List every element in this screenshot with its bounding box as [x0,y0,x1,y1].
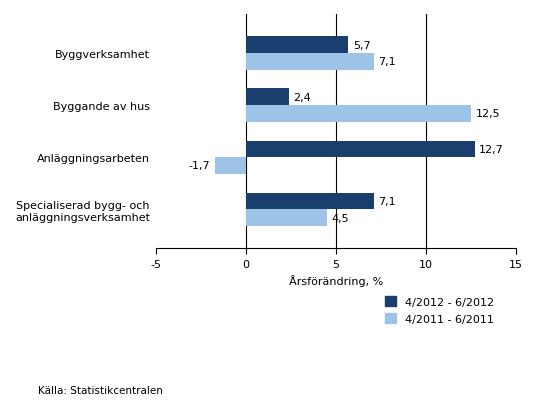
Text: 2,4: 2,4 [293,93,311,103]
Bar [215,158,246,174]
Text: 12,5: 12,5 [476,109,500,119]
Bar [246,89,289,106]
Text: 12,7: 12,7 [479,144,504,154]
Bar [246,210,327,226]
Text: -1,7: -1,7 [189,161,210,171]
Bar [246,37,349,54]
Text: 7,1: 7,1 [378,196,396,207]
Legend: 4/2012 - 6/2012, 4/2011 - 6/2011: 4/2012 - 6/2012, 4/2011 - 6/2011 [385,296,494,324]
Text: 4,5: 4,5 [331,213,349,223]
Bar [246,54,373,71]
Bar [246,106,471,122]
Text: Källa: Statistikcentralen: Källa: Statistikcentralen [38,385,162,395]
Text: 7,1: 7,1 [378,57,396,67]
Text: 5,7: 5,7 [353,41,371,51]
Bar [246,141,475,158]
Bar [246,193,373,210]
X-axis label: Årsförändring, %: Årsförändring, % [289,275,383,286]
